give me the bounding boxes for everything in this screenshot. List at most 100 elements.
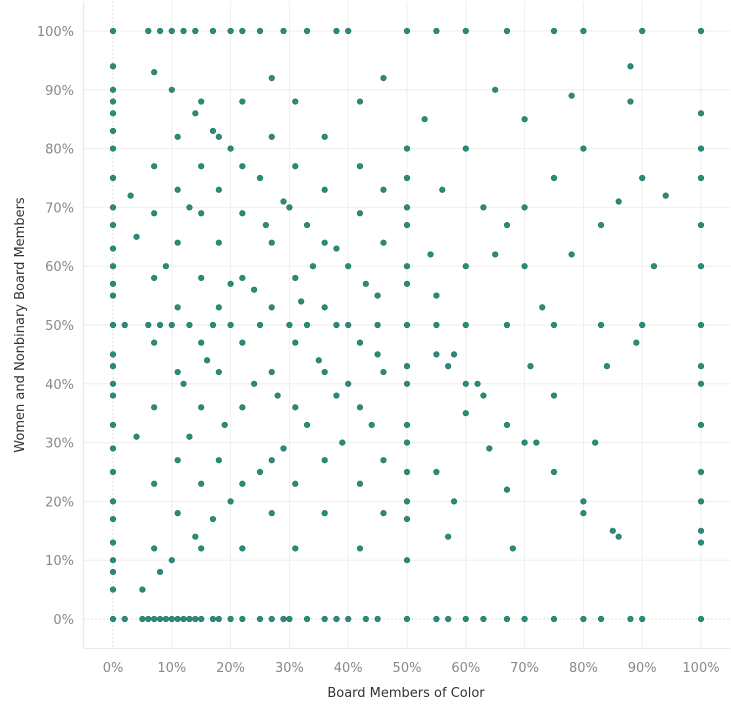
data-point: [227, 280, 234, 287]
data-point: [256, 321, 264, 329]
data-point: [186, 321, 193, 329]
y-tick-label: 70%: [45, 201, 74, 216]
data-point: [227, 498, 234, 505]
data-point: [162, 263, 170, 270]
data-point: [121, 321, 128, 329]
data-point: [109, 145, 117, 152]
data-point: [109, 539, 117, 546]
data-point: [380, 239, 387, 246]
data-point: [109, 351, 117, 358]
data-point: [362, 280, 369, 287]
data-point: [256, 468, 264, 476]
data-point: [186, 204, 193, 211]
data-point: [521, 615, 528, 623]
data-point: [580, 498, 587, 505]
data-point: [256, 174, 264, 182]
y-tick-label: 40%: [45, 378, 74, 393]
data-point: [697, 27, 705, 35]
data-point: [345, 321, 352, 329]
data-point: [174, 186, 181, 193]
data-point: [509, 545, 516, 552]
data-point: [198, 615, 205, 623]
data-point: [215, 304, 222, 311]
data-point: [186, 433, 193, 440]
data-point: [251, 286, 258, 293]
data-point: [421, 116, 428, 123]
data-point: [109, 321, 117, 329]
data-point: [474, 380, 481, 387]
data-point: [462, 410, 469, 417]
data-point: [268, 368, 275, 376]
data-point: [403, 421, 411, 429]
data-point: [168, 321, 175, 329]
data-point: [597, 221, 605, 229]
data-point: [180, 27, 187, 35]
data-point: [268, 510, 275, 517]
data-point: [109, 363, 117, 370]
data-point: [215, 368, 222, 376]
data-point: [109, 263, 117, 270]
data-point: [239, 274, 246, 282]
data-point: [356, 339, 364, 346]
data-point: [109, 221, 117, 229]
data-point: [403, 27, 411, 35]
data-point: [403, 174, 411, 182]
data-point: [356, 404, 364, 411]
data-point: [209, 321, 217, 329]
data-point: [239, 545, 246, 552]
data-point: [503, 615, 511, 623]
data-point: [192, 110, 199, 117]
data-point: [109, 615, 117, 623]
data-point: [198, 545, 205, 552]
data-point: [550, 27, 558, 35]
data-point: [345, 27, 352, 35]
data-point: [380, 186, 387, 193]
data-point: [109, 63, 117, 70]
data-point: [109, 392, 117, 399]
data-point: [521, 263, 528, 270]
data-point: [262, 221, 269, 229]
data-point: [280, 198, 287, 205]
data-point: [168, 557, 175, 564]
data-point: [521, 116, 528, 123]
data-point: [592, 439, 599, 446]
x-tick-label: 100%: [682, 661, 719, 676]
data-point: [627, 98, 634, 105]
data-point: [403, 221, 411, 229]
data-point: [209, 27, 217, 35]
data-point: [268, 133, 275, 140]
data-point: [139, 586, 146, 593]
data-point: [345, 380, 352, 387]
data-point: [550, 468, 558, 476]
y-tick-label: 10%: [45, 554, 74, 569]
data-point: [109, 245, 117, 252]
data-point: [433, 27, 440, 35]
data-point: [309, 263, 317, 270]
data-point: [215, 457, 222, 464]
data-point: [539, 304, 546, 311]
data-point: [403, 321, 411, 329]
data-point: [151, 339, 158, 346]
y-tick-labels: 0% 10% 20% 30% 40% 50% 60% 70% 80% 90% 1…: [37, 25, 74, 628]
data-point: [192, 615, 199, 623]
data-point: [286, 204, 293, 211]
data-point: [697, 498, 705, 505]
data-point: [303, 221, 311, 229]
y-tick-label: 90%: [45, 84, 74, 99]
data-point: [333, 27, 340, 35]
data-point: [256, 27, 264, 35]
data-point: [192, 27, 199, 35]
data-point: [239, 615, 246, 623]
data-point: [174, 510, 181, 517]
data-point: [321, 133, 328, 140]
data-point: [286, 615, 293, 623]
data-point: [356, 480, 364, 487]
data-point: [697, 380, 705, 387]
data-point: [445, 615, 452, 623]
data-point: [321, 368, 328, 376]
data-point: [109, 380, 117, 387]
data-point: [356, 210, 364, 217]
data-point: [503, 221, 511, 229]
data-point: [321, 239, 328, 246]
data-point: [268, 304, 275, 311]
